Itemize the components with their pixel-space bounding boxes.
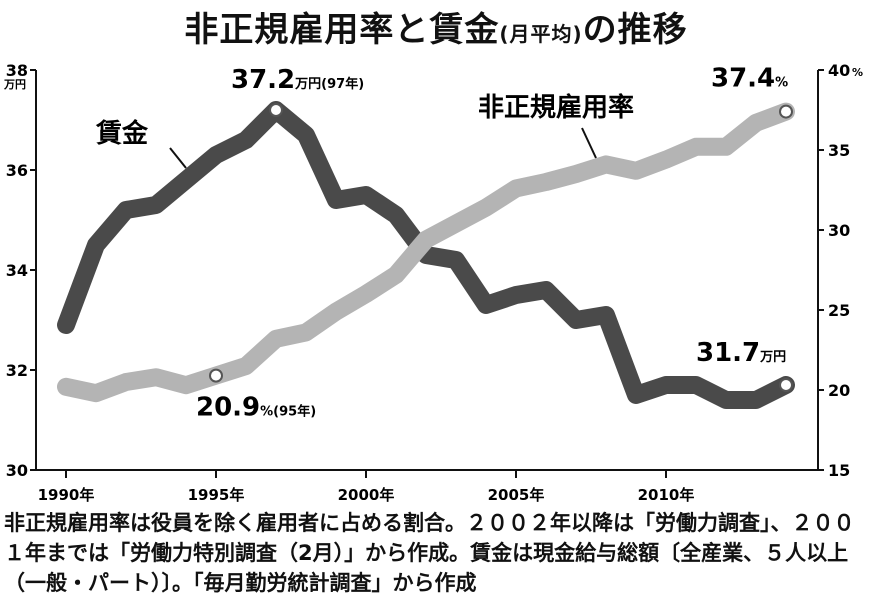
series-label-rate: 非正規雇用率	[478, 92, 634, 123]
annotation-label: 20.9%(95年)	[196, 393, 316, 423]
annotation-marker	[209, 368, 223, 383]
annotation-unit: %(95年)	[260, 404, 316, 420]
series-line-wage	[57, 101, 795, 409]
right-axis-unit: %	[852, 66, 863, 79]
left-tick-label: 38	[6, 61, 28, 80]
series-label-rate-leader	[581, 127, 597, 159]
title-sub: (月平均)	[499, 22, 583, 46]
right-tick-label: 35	[828, 141, 850, 160]
annotation-marker	[779, 378, 793, 392]
series-label-wage-leader	[169, 147, 187, 169]
annotation-unit: 万円(97年)	[294, 76, 364, 92]
annotation-label: 37.2万円(97年)	[231, 65, 364, 95]
x-tick-label: 1995年	[188, 486, 245, 504]
title-tail: の推移	[582, 10, 688, 50]
series-label-wage: 賃金	[95, 118, 149, 149]
left-axis-unit: 万円	[3, 78, 26, 91]
series-line-rate	[57, 102, 795, 403]
left-tick-label: 32	[6, 361, 28, 380]
x-tick-label: 1990年	[38, 486, 95, 504]
chart-title: 非正規雇用率と賃金(月平均)の推移	[0, 2, 872, 51]
annotation-value: 31.7	[696, 338, 760, 368]
left-tick-label: 34	[6, 261, 28, 280]
annotation-unit: 万円	[759, 350, 786, 365]
right-tick-label: 25	[828, 301, 850, 320]
annotation-value: 20.9	[196, 393, 260, 423]
annotation-label: 37.4%	[711, 64, 788, 94]
annotation-unit: %	[775, 76, 788, 91]
annotation-marker	[269, 103, 283, 117]
x-tick-label: 2010年	[638, 486, 695, 504]
title-main: 非正規雇用率と賃金	[184, 10, 500, 50]
footnote: 非正規雇用率は役員を除く雇用者に占める割合。２００２年以降は「労働力調査」、２０…	[4, 511, 855, 595]
annotation-label: 31.7万円	[696, 338, 786, 368]
annotation-value: 37.4	[711, 64, 775, 94]
annotation-marker	[779, 104, 793, 119]
right-tick-label: 15	[828, 461, 850, 480]
right-tick-label: 40	[828, 61, 850, 80]
annotation-value: 37.2	[231, 65, 295, 95]
right-tick-label: 20	[828, 381, 850, 400]
left-tick-label: 36	[6, 161, 28, 180]
left-tick-label: 30	[6, 461, 28, 480]
right-tick-label: 30	[828, 221, 850, 240]
x-tick-label: 2000年	[338, 486, 395, 504]
x-tick-label: 2005年	[488, 486, 545, 504]
